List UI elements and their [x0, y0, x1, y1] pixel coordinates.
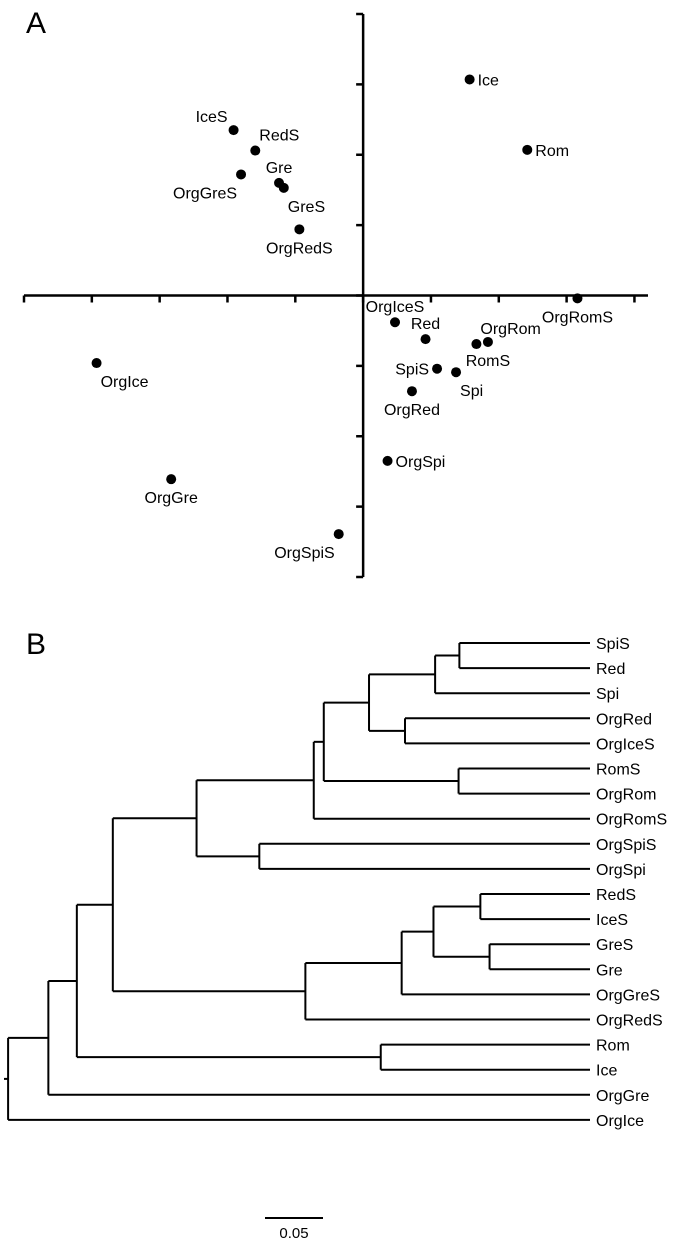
point-label-spis: SpiS	[395, 362, 429, 379]
point-spis	[432, 363, 443, 374]
point-orggre	[166, 474, 177, 485]
point-label-orgspi: OrgSpi	[396, 454, 446, 471]
point-label-red: Red	[411, 316, 440, 333]
leaf-label-reds: RedS	[596, 887, 636, 904]
point-label-orgice: OrgIce	[101, 374, 149, 391]
leaf-label-gre: Gre	[596, 962, 623, 979]
point-gres	[278, 182, 289, 193]
leaf-label-ices: IceS	[596, 912, 628, 929]
panel-a: A Ice Rom IceS RedS Gre OrgGreS GreS OrgRedS Org…	[22, 7, 648, 579]
leaf-label-orgrom: OrgRom	[596, 787, 656, 804]
panel-a-letter: A	[26, 7, 46, 40]
point-label-gres: GreS	[288, 199, 325, 216]
scale-bar: 0.05	[265, 1217, 323, 1242]
point-label-reds: RedS	[259, 128, 299, 145]
point-label-orgspis: OrgSpiS	[274, 545, 334, 562]
leaf-label-rom: Rom	[596, 1038, 630, 1055]
point-spi	[451, 367, 462, 378]
leaf-label-orgice: OrgIce	[596, 1113, 644, 1130]
leaf-label-orgices: OrgIceS	[596, 736, 655, 753]
point-orgroms	[572, 293, 583, 304]
point-label-ices: IceS	[196, 109, 228, 126]
leaf-label-spi: Spi	[596, 686, 619, 703]
point-label-gre: Gre	[266, 160, 293, 177]
point-reds	[250, 145, 261, 156]
leaf-label-orgspis: OrgSpiS	[596, 837, 656, 854]
point-label-orgrom: OrgRom	[480, 321, 540, 338]
point-label-orggre: OrgGre	[145, 490, 198, 507]
leaf-label-gres: GreS	[596, 937, 633, 954]
point-orgspi	[382, 455, 393, 466]
scatter-points: Ice Rom IceS RedS Gre OrgGreS GreS OrgRedS OrgRo…	[91, 72, 613, 562]
point-ices	[228, 125, 239, 136]
point-label-spi: Spi	[460, 383, 483, 400]
point-orgreds	[294, 224, 305, 235]
leaf-label-ice: Ice	[596, 1063, 617, 1080]
leaf-label-orgred: OrgRed	[596, 711, 652, 728]
leaf-label-orggre: OrgGre	[596, 1088, 649, 1105]
point-label-rom: Rom	[535, 143, 569, 160]
scale-bar-label: 0.05	[279, 1225, 308, 1242]
point-orgred	[406, 386, 417, 397]
dendrogram: SpiS Red Spi OrgRed OrgIceS RomS OrgRom OrgRomS…	[4, 636, 667, 1130]
point-label-ice: Ice	[478, 72, 499, 89]
point-rom	[522, 144, 533, 155]
leaf-label-orgspi: OrgSpi	[596, 862, 646, 879]
point-label-roms: RomS	[466, 353, 510, 370]
point-ice	[464, 74, 475, 85]
point-label-orgroms: OrgRomS	[542, 309, 613, 326]
point-label-orgreds: OrgRedS	[266, 240, 333, 257]
panel-b: B SpiS Red Spi OrgRed OrgIceS RomS OrgRom OrgRo…	[4, 628, 667, 1242]
leaf-label-red: Red	[596, 661, 625, 678]
leaf-label-orgreds: OrgRedS	[596, 1013, 663, 1030]
point-label-orgices: OrgIceS	[366, 299, 425, 316]
point-orggres	[236, 169, 247, 180]
leaf-label-spis: SpiS	[596, 636, 630, 653]
leaf-label-orgroms: OrgRomS	[596, 812, 667, 829]
point-orgice	[91, 358, 102, 369]
scatter-axes	[22, 12, 648, 579]
point-roms	[482, 336, 493, 347]
point-orgrom	[471, 339, 482, 350]
leaf-label-roms: RomS	[596, 762, 640, 779]
leaf-label-orggres: OrgGreS	[596, 987, 660, 1004]
point-red	[420, 334, 431, 345]
panel-b-letter: B	[26, 628, 46, 661]
point-orgspis	[333, 529, 344, 540]
point-orgices	[390, 317, 401, 328]
point-label-orggres: OrgGreS	[173, 185, 237, 202]
point-label-orgred: OrgRed	[384, 402, 440, 419]
